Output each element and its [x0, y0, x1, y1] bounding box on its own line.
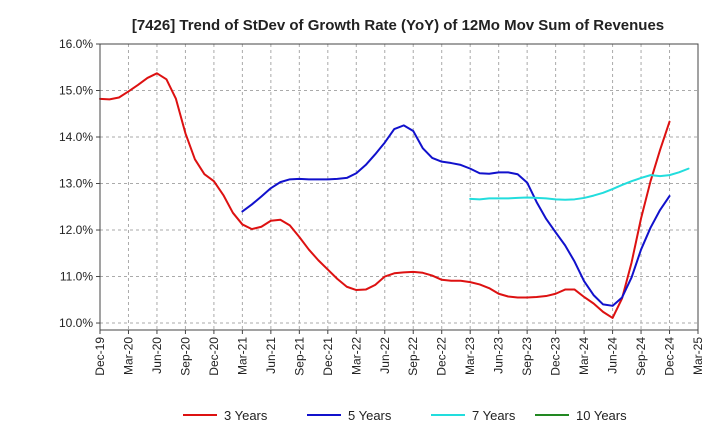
x-tick-label: Mar-21 [235, 337, 249, 375]
chart-title: [7426] Trend of StDev of Growth Rate (Yo… [132, 17, 664, 34]
x-tick-label: Mar-24 [577, 337, 591, 375]
y-tick-label: 15.0% [59, 84, 93, 98]
x-tick-label: Sep-22 [406, 337, 420, 376]
x-tick-label: Jun-22 [378, 337, 392, 374]
legend-label: 3 Years [224, 408, 268, 423]
x-tick-label: Sep-21 [292, 337, 306, 376]
x-tick-label: Dec-24 [663, 337, 677, 376]
legend: 3 Years 5 Years 7 Years 10 Years [183, 408, 627, 423]
y-tick-label: 12.0% [59, 223, 93, 237]
x-tick-label: Dec-19 [93, 337, 107, 376]
x-tick-label: Mar-20 [121, 337, 135, 375]
x-tick-label: Jun-23 [492, 337, 506, 374]
legend-label: 10 Years [576, 408, 627, 423]
y-tick-label: 13.0% [59, 177, 93, 191]
series-line-3-years [99, 72, 671, 319]
plot-frame [99, 43, 699, 331]
x-tick-label: Mar-23 [463, 337, 477, 375]
y-tick-label: 11.0% [60, 270, 93, 284]
y-axis-ticks: 10.0% 11.0% 12.0% 13.0% 14.0% 15.0% 16.0% [59, 37, 100, 330]
legend-label: 7 Years [472, 408, 516, 423]
x-axis-ticks: Dec-19 Mar-20 Jun-20 Sep-20 Dec-20 Mar-21 Jun-… [93, 330, 705, 376]
x-tick-label: Dec-21 [321, 337, 335, 376]
x-tick-label: Dec-23 [549, 337, 563, 376]
y-tick-label: 14.0% [59, 130, 93, 144]
y-tick-label: 10.0% [59, 316, 93, 330]
x-tick-label: Jun-24 [606, 337, 620, 374]
x-tick-label: Mar-22 [349, 337, 363, 375]
y-tick-label: 16.0% [59, 37, 93, 51]
x-tick-label: Dec-22 [435, 337, 449, 376]
x-tick-label: Sep-24 [634, 337, 648, 376]
series-line-5-years [241, 124, 671, 307]
x-tick-label: Mar-25 [691, 337, 705, 375]
x-tick-label: Jun-20 [150, 337, 164, 374]
x-tick-label: Sep-20 [178, 337, 192, 376]
series-line-7-years [469, 167, 690, 201]
legend-label: 5 Years [348, 408, 392, 423]
x-tick-label: Sep-23 [520, 337, 534, 376]
x-tick-label: Dec-20 [207, 337, 221, 376]
plot-series [99, 72, 690, 319]
grid-lines [100, 43, 698, 330]
x-tick-label: Jun-21 [264, 337, 278, 374]
